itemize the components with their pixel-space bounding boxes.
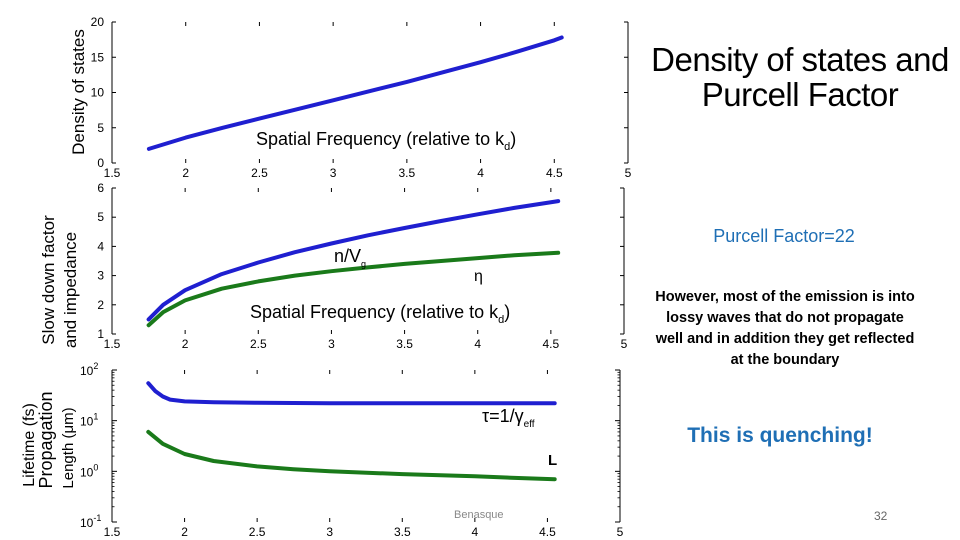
y-tick-exponent: 0 xyxy=(93,462,98,472)
series-line-density-of-states xyxy=(146,35,564,151)
quenching-label: This is quenching! xyxy=(687,424,873,447)
y-tick-exponent: 2 xyxy=(93,361,98,371)
y-tick-label: 0 xyxy=(97,156,104,170)
x-tick-label: 2 xyxy=(182,337,189,351)
ng-annotation-sub: g xyxy=(361,259,366,269)
y-tick-label: 10-1 xyxy=(80,513,101,530)
y-tick-exponent: -1 xyxy=(93,513,101,523)
x-tick-label: 3.5 xyxy=(396,337,413,351)
x-axis-title: Spatial Frequency (relative to kd) xyxy=(250,302,510,326)
y-tick-label: 15 xyxy=(91,50,105,64)
eta-annotation: η xyxy=(474,268,483,285)
x-tick-label: 4 xyxy=(477,166,484,180)
x-axis-title-main: Spatial Frequency (relative to k xyxy=(250,302,499,322)
y-tick-base: 10 xyxy=(80,415,94,429)
series-line-- xyxy=(146,250,561,328)
x-axis-title-main: Spatial Frequency (relative to k xyxy=(256,129,505,149)
y-tick-label: 2 xyxy=(97,298,104,312)
x-tick-label: 3.5 xyxy=(399,166,416,180)
ng-annotation-main: n/V xyxy=(334,246,361,266)
x-tick-label: 4.5 xyxy=(543,337,560,351)
y-tick-label: 102 xyxy=(80,361,98,378)
x-tick-label: 3 xyxy=(326,525,333,539)
page-number: 32 xyxy=(874,509,888,523)
x-tick-label: 5 xyxy=(617,525,624,539)
y-axis-title-line2: Propagation xyxy=(36,391,56,488)
y-tick-exponent: 1 xyxy=(93,412,98,422)
y-tick-label: 5 xyxy=(97,121,104,135)
y-tick-label: 5 xyxy=(97,210,104,224)
y-axis-title-line3: Length (μm) xyxy=(60,407,77,488)
x-tick-label: 3.5 xyxy=(394,525,411,539)
series-line--1-eff xyxy=(146,381,557,406)
x-axis-title: Spatial Frequency (relative to kd) xyxy=(256,129,516,153)
slide-title: Density of states and Purcell Factor xyxy=(651,41,949,113)
purcell-factor-label: Purcell Factor=22 xyxy=(713,226,855,246)
tau-annotation-main: τ=1/γ xyxy=(482,406,524,426)
x-tick-label: 2.5 xyxy=(250,337,267,351)
x-tick-label: 4.5 xyxy=(546,166,563,180)
y-tick-label: 100 xyxy=(80,462,98,479)
emission-note: However, most of the emission is into lo… xyxy=(655,289,915,368)
y-tick-label: 10 xyxy=(91,86,105,100)
y-tick-label: 20 xyxy=(91,15,105,29)
y-tick-base: 10 xyxy=(80,465,94,479)
tau-annotation-sub: eff xyxy=(524,419,535,430)
x-axis-title-end: ) xyxy=(510,129,516,149)
y-axis-title-line1: Lifetime (fs) xyxy=(21,403,38,487)
x-tick-label: 1.5 xyxy=(104,166,121,180)
L-annotation: L xyxy=(548,452,557,469)
y-axis-title-line2: and impedance xyxy=(61,232,80,348)
x-tick-label: 5 xyxy=(621,337,628,351)
y-tick-label: 101 xyxy=(80,412,98,429)
y-tick-base: 10 xyxy=(80,516,94,530)
ng-annotation: n/Vg xyxy=(334,246,366,269)
tau-annotation: τ=1/γeff xyxy=(482,406,535,430)
x-tick-label: 5 xyxy=(625,166,632,180)
y-tick-label: 1 xyxy=(97,327,104,341)
x-tick-label: 3 xyxy=(330,166,337,180)
x-tick-label: 2 xyxy=(182,166,189,180)
y-axis-title: Density of states xyxy=(69,29,88,155)
y-tick-label: 3 xyxy=(97,269,104,283)
y-tick-base: 10 xyxy=(80,364,94,378)
x-tick-label: 2.5 xyxy=(251,166,268,180)
x-axis-title-sub: d xyxy=(504,141,510,153)
y-tick-label: 4 xyxy=(97,239,104,253)
x-tick-label: 1.5 xyxy=(104,337,121,351)
series-line-l xyxy=(146,429,557,482)
x-axis-title-sub: d xyxy=(498,314,504,326)
footer-venue: Benasque xyxy=(454,509,504,521)
y-axis-title-line1: Slow down factor xyxy=(39,215,58,345)
x-tick-label: 1.5 xyxy=(104,525,121,539)
x-tick-label: 4 xyxy=(474,337,481,351)
x-tick-label: 2.5 xyxy=(249,525,266,539)
series-line-n-vg xyxy=(146,199,561,322)
x-tick-label: 3 xyxy=(328,337,335,351)
y-tick-label: 6 xyxy=(97,181,104,195)
slowdown-chart: 1.5 2 2.5 3 3.5 4 4.5 5 1 2 3 4 5 6 Slow down factor an… xyxy=(39,181,628,351)
x-tick-label: 4 xyxy=(472,525,479,539)
x-tick-label: 2 xyxy=(181,525,188,539)
x-tick-label: 4.5 xyxy=(539,525,556,539)
x-axis-title-end: ) xyxy=(504,302,510,322)
